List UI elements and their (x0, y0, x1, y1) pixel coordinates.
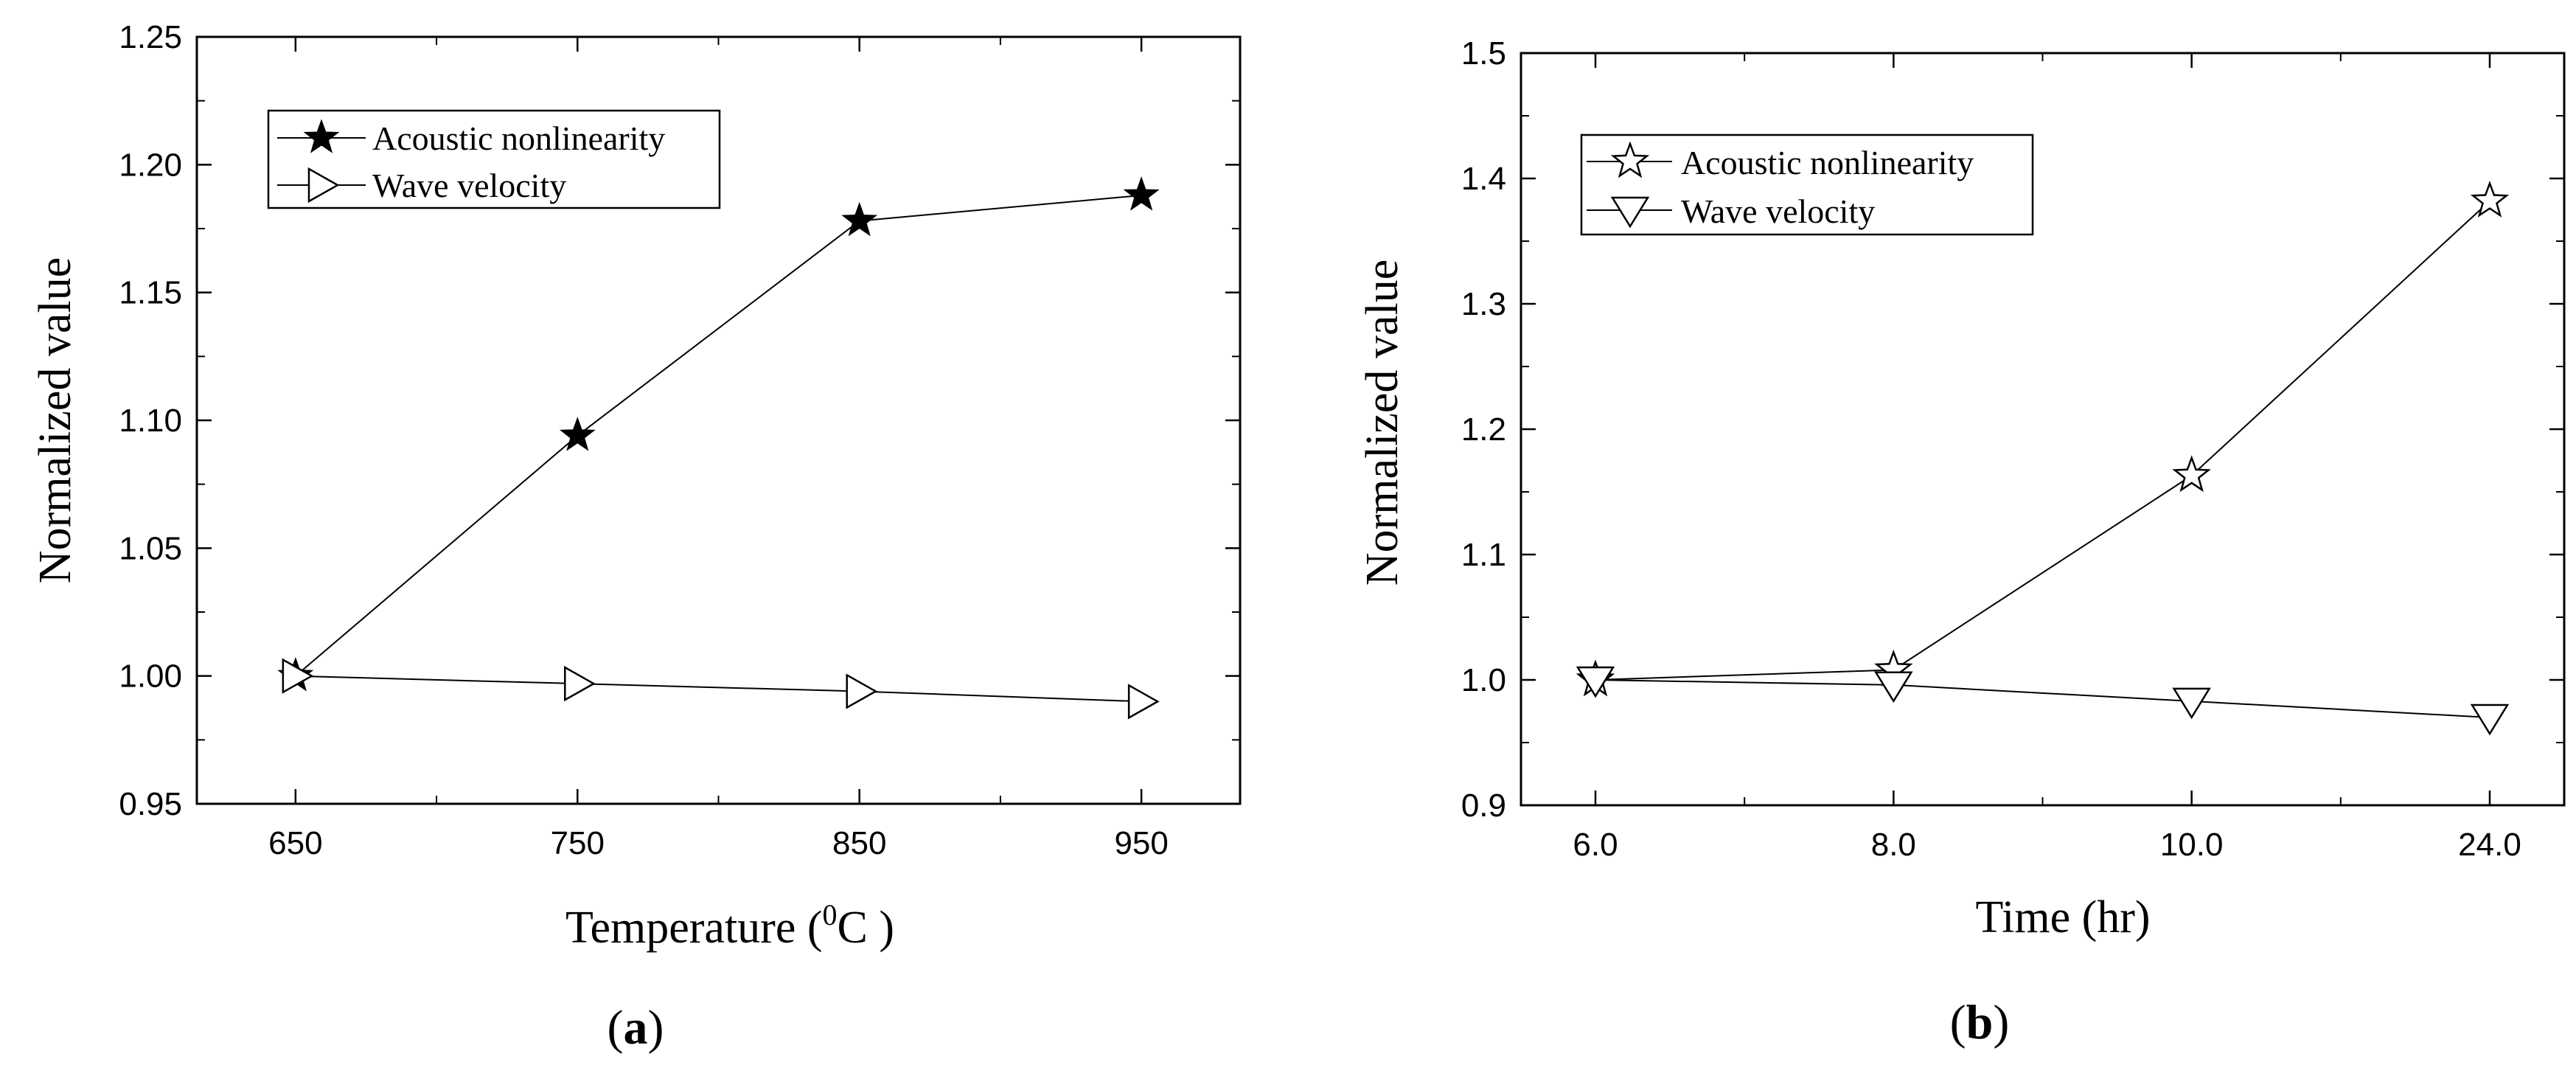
a-series-1-point (1123, 176, 1160, 211)
legend-a-label-acoustic: Acoustic nonlinearity (372, 119, 665, 157)
b-y-tick-label: 1.5 (1461, 35, 1506, 72)
a-series-2-point (846, 673, 878, 709)
a-series-line-1 (295, 194, 1142, 677)
a-series-2-point (564, 665, 596, 702)
a-series-2-point (1127, 684, 1160, 720)
x-axis-title-a-unit: C ) (838, 903, 895, 953)
a-x-tick-label: 750 (551, 825, 605, 861)
b-y-tick-label: 1.1 (1461, 537, 1506, 573)
b-legend-marker-2 (1610, 196, 1650, 229)
panel-label-b-letter: b (1966, 996, 1994, 1049)
b-y-tick-label: 1.3 (1461, 286, 1506, 322)
a-x-tick-label: 950 (1114, 825, 1168, 861)
a-series-2-point (282, 658, 314, 694)
b-series-line-2 (1595, 679, 2490, 718)
a-y-tick-label: 0.95 (119, 786, 182, 822)
a-series-line-2 (295, 675, 1142, 703)
x-axis-title-b: Time (hr) (1975, 892, 2150, 942)
b-x-tick-label: 10.0 (2160, 827, 2224, 863)
a-y-tick-label: 1.25 (119, 19, 182, 55)
panel-label-b-close: ) (1993, 996, 2009, 1049)
x-axis-title-a-sup: 0 (823, 898, 838, 931)
a-x-tick-label: 850 (832, 825, 886, 861)
b-y-tick-label: 0.9 (1461, 788, 1506, 824)
b-x-tick-label: 8.0 (1871, 827, 1916, 863)
panel-label-a: (a) (608, 1001, 664, 1055)
a-y-tick-label: 1.00 (119, 659, 182, 695)
a-y-tick-label: 1.05 (119, 530, 182, 566)
legend-a: Acoustic nonlinearity Wave velocity (267, 109, 721, 209)
a-legend-marker-2 (307, 167, 340, 204)
panel-label-b: (b) (1950, 996, 2010, 1049)
a-legend-marker-1 (303, 119, 340, 153)
a-y-tick-label: 1.10 (119, 403, 182, 439)
panel-label-a-letter: a (624, 1001, 648, 1055)
a-y-tick-label: 1.20 (119, 147, 182, 183)
legend-b-label-acoustic: Acoustic nonlinearity (1681, 144, 1974, 181)
panel-label-b-open: ( (1950, 996, 1966, 1049)
chart-panel-b: 0.9 1.0 1.1 1.2 1.3 1.4 1.5 6.0 8.0 10.0 24.0 Aco… (1357, 35, 2566, 1049)
legend-box-a (267, 109, 721, 209)
x-axis-title-a: Temperature (0C ) (565, 898, 894, 953)
a-series-1-point (559, 417, 596, 451)
b-x-tick-label: 24.0 (2458, 827, 2521, 863)
b-series-2-point (2172, 687, 2211, 720)
b-series-line-1 (1595, 200, 2490, 681)
b-series-2-point (1874, 671, 1913, 704)
b-series-2-point (2470, 704, 2510, 736)
legend-b-label-velocity: Wave velocity (1681, 192, 1875, 230)
b-y-tick-label: 1.4 (1461, 161, 1506, 197)
b-series-2-point (1576, 666, 1615, 698)
panel-label-a-close: ) (648, 1001, 664, 1055)
chart-panel-a: 0.95 1.00 1.05 1.10 1.15 1.20 1.25 650 750 850 95… (30, 19, 1242, 1055)
a-series-1-point (841, 201, 878, 237)
b-y-tick-label: 1.2 (1461, 411, 1506, 448)
legend-box-b (1580, 133, 2034, 236)
a-y-tick-label: 1.15 (119, 275, 182, 311)
y-axis-title-b: Normalized value (1357, 260, 1407, 586)
panel-label-a-open: ( (608, 1001, 624, 1055)
b-x-tick-label: 6.0 (1573, 827, 1618, 863)
x-axis-title-a-main: Temperature ( (565, 903, 823, 953)
b-y-tick-label: 1.0 (1461, 662, 1506, 698)
b-series-1-point (2172, 455, 2211, 493)
b-series-1-point (2470, 181, 2510, 218)
legend-a-label-velocity: Wave velocity (372, 167, 566, 204)
a-x-tick-label: 650 (268, 825, 322, 861)
y-axis-title-a: Normalized value (30, 257, 80, 583)
legend-b: Acoustic nonlinearity Wave velocity (1580, 133, 2034, 236)
b-legend-marker-1 (1610, 141, 1650, 178)
